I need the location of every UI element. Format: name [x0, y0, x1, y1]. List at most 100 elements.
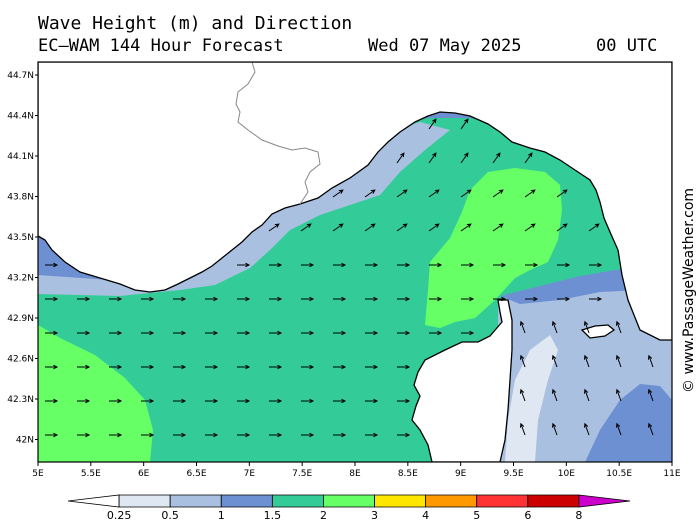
forecast-date: Wed 07 May 2025	[368, 36, 522, 56]
direction-arrow	[333, 296, 347, 302]
longitude-axis: 5E 5.5E 6E 6.5E 7E 7.5E 8E 8.5E 9E 9.5E 10E 10.5E 11…	[32, 462, 681, 479]
direction-arrow	[141, 364, 155, 370]
direction-arrow	[237, 262, 251, 268]
direction-arrow	[525, 296, 539, 302]
direction-arrow	[397, 296, 411, 302]
direction-arrow	[493, 296, 507, 302]
colorbar-label: 0.25	[107, 509, 132, 522]
colorbar-label: 8	[575, 509, 582, 522]
direction-arrow	[364, 189, 376, 198]
colorbar-segment	[323, 494, 375, 508]
direction-arrow	[173, 330, 187, 336]
direction-arrow	[365, 330, 379, 336]
direction-arrow	[300, 223, 312, 232]
lon-label: 8E	[349, 469, 361, 479]
direction-arrow	[173, 364, 187, 370]
lon-label: 11E	[663, 469, 680, 479]
colorbar-segment	[374, 494, 427, 508]
direction-arrow	[647, 388, 654, 402]
direction-arrow	[397, 330, 411, 336]
colorbar-segment	[271, 494, 324, 508]
direction-arrow	[365, 364, 379, 370]
direction-arrow	[77, 398, 91, 404]
sea-band-1-1-5-southeast	[585, 384, 672, 462]
colorbar-label: 2	[320, 509, 327, 522]
direction-arrow	[301, 364, 315, 370]
direction-arrow	[397, 432, 411, 438]
direction-arrow	[301, 398, 315, 404]
direction-arrow	[428, 223, 440, 232]
direction-arrow	[583, 320, 590, 334]
direction-arrow	[460, 118, 469, 130]
direction-arrow	[269, 330, 283, 336]
direction-arrow	[583, 354, 590, 368]
direction-arrow	[556, 223, 568, 232]
direction-arrow	[589, 296, 603, 302]
direction-arrow	[333, 364, 347, 370]
land-corsica	[411, 299, 513, 462]
direction-arrow	[428, 152, 437, 164]
direction-arrow	[492, 189, 504, 198]
sea-band-2-3-ligurian	[425, 168, 562, 328]
chart-title: Wave Height (m) and Direction	[38, 13, 353, 34]
forecast-time: 00 UTC	[596, 36, 658, 56]
direction-arrow	[460, 223, 472, 232]
border-france-italy	[235, 61, 321, 205]
direction-arrow	[333, 330, 347, 336]
direction-arrow	[396, 223, 408, 232]
direction-arrow	[301, 296, 315, 302]
direction-arrow	[615, 320, 622, 334]
lat-label: 42N	[16, 436, 34, 446]
direction-arrow	[551, 422, 558, 436]
lon-label: 6.5E	[187, 469, 207, 479]
direction-arrow	[429, 296, 443, 302]
direction-arrow	[551, 388, 558, 402]
direction-arrow	[301, 330, 315, 336]
direction-arrow	[301, 262, 315, 268]
direction-arrow	[557, 262, 571, 268]
direction-arrow	[519, 422, 526, 436]
credit-text: © www.PassageWeather.com	[681, 188, 697, 393]
colorbar-segment	[425, 494, 478, 508]
colorbar-label: 5	[473, 509, 480, 522]
direction-arrow	[364, 223, 376, 232]
lon-label: 7.5E	[292, 469, 312, 479]
direction-arrow	[397, 364, 411, 370]
lon-label: 9.5E	[504, 469, 524, 479]
direction-arrow	[173, 432, 187, 438]
wave-field	[38, 62, 672, 462]
direction-arrow	[268, 223, 280, 232]
direction-arrow	[333, 262, 347, 268]
direction-arrow	[460, 189, 472, 198]
direction-arrow	[332, 223, 344, 232]
direction-arrow	[429, 262, 443, 268]
land-mainland	[38, 62, 672, 341]
sea-band-1-1-5-channel	[500, 268, 640, 304]
direction-arrow	[173, 398, 187, 404]
direction-arrow	[45, 330, 59, 336]
sea-band-0-25-0-5	[505, 335, 558, 462]
direction-arrow	[365, 432, 379, 438]
lat-label: 44.1N	[7, 152, 34, 162]
direction-arrow	[237, 432, 251, 438]
direction-arrow	[615, 422, 622, 436]
direction-arrow	[557, 296, 571, 302]
direction-arrow	[525, 262, 539, 268]
lon-label: 10E	[558, 469, 575, 479]
lat-label: 43.8N	[7, 193, 34, 203]
direction-arrow	[173, 296, 187, 302]
lat-label: 43.2N	[7, 274, 34, 284]
direction-arrow	[269, 432, 283, 438]
direction-arrow	[109, 364, 123, 370]
colorbar-segment	[67, 494, 120, 508]
direction-arrow	[77, 296, 91, 302]
direction-arrow	[647, 354, 654, 368]
direction-arrow	[77, 330, 91, 336]
direction-arrow	[269, 398, 283, 404]
direction-arrow	[460, 152, 469, 164]
direction-arrow	[492, 152, 501, 164]
latitude-axis: 44.7N 44.4N 44.1N 43.8N 43.5N 43.2N 42.9N 42.6N…	[7, 71, 38, 446]
direction-arrow	[269, 364, 283, 370]
lon-label: 8.5E	[398, 469, 418, 479]
direction-arrow	[109, 398, 123, 404]
